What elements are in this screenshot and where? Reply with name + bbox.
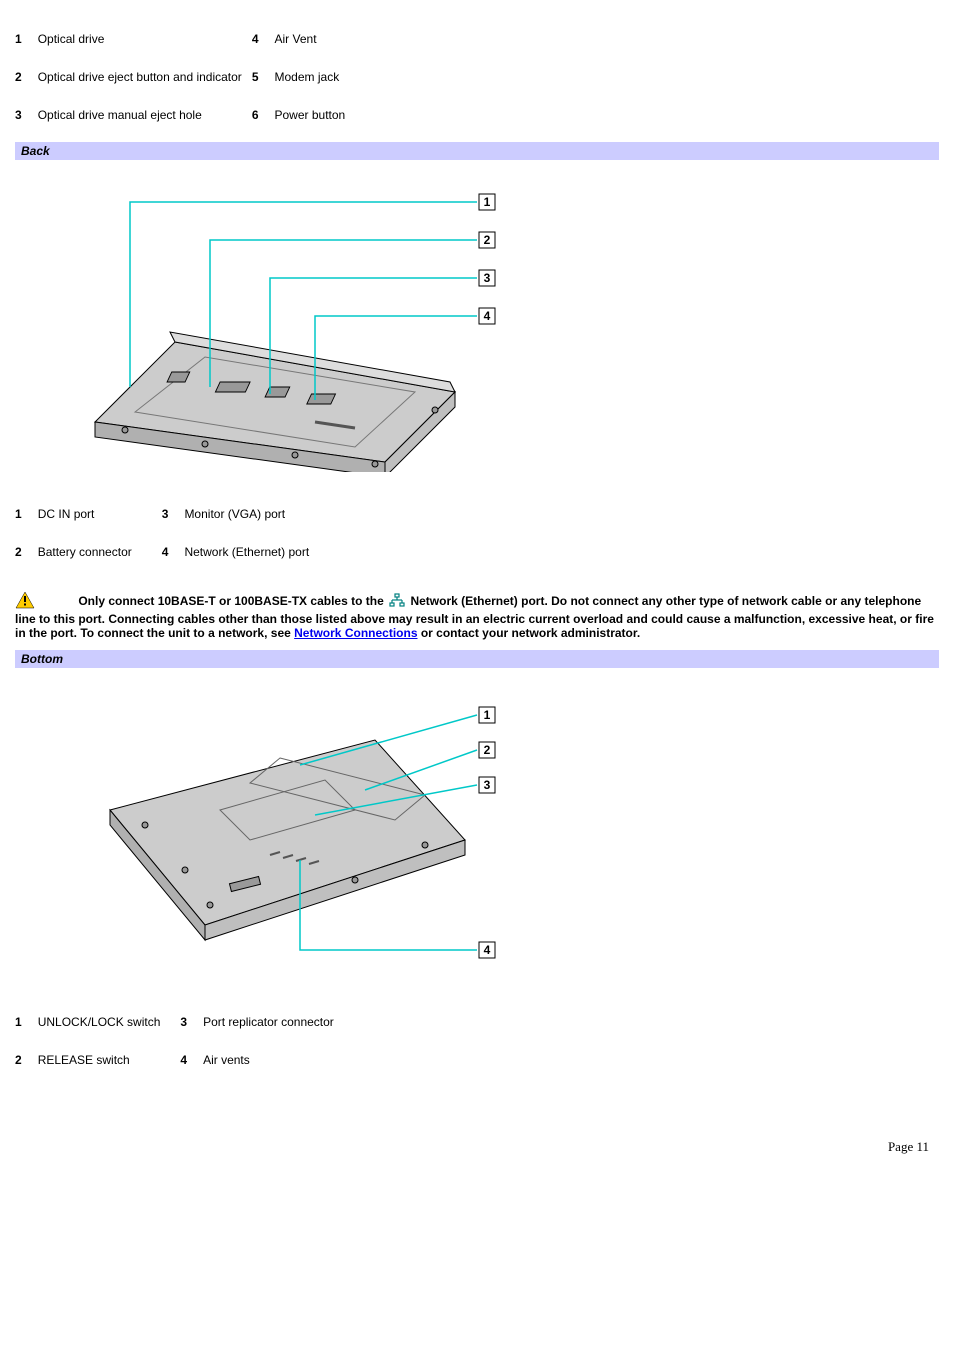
callout-num: 4 [484, 309, 491, 323]
legend-label: Battery connector [30, 533, 162, 571]
legend-label: RELEASE switch [30, 1041, 181, 1079]
legend-label: Modem jack [267, 58, 354, 96]
callout-num: 3 [484, 271, 491, 285]
legend-label: Port replicator connector [195, 1003, 342, 1041]
page-number: Page 11 [15, 1139, 939, 1155]
section-header-back: Back [15, 142, 939, 160]
callout-num: 2 [484, 233, 491, 247]
legend-num: 4 [162, 533, 177, 571]
warning-text: Only connect 10BASE-T or 100BASE-TX cabl… [15, 594, 934, 640]
warning-icon [15, 591, 35, 612]
legend-num: 2 [15, 533, 30, 571]
section-header-bottom: Bottom [15, 650, 939, 668]
table-row: 1 Optical drive 4 Air Vent [15, 20, 353, 58]
legend-num: 6 [252, 96, 267, 134]
legend-num: 2 [15, 58, 30, 96]
legend-num: 4 [180, 1041, 195, 1079]
legend-label: Air Vent [267, 20, 354, 58]
legend-num: 5 [252, 58, 267, 96]
network-connections-link[interactable]: Network Connections [294, 626, 417, 640]
legend-num: 1 [15, 495, 30, 533]
top-legend-table: 1 Optical drive 4 Air Vent 2 Optical dri… [15, 20, 353, 134]
network-icon [389, 593, 405, 610]
legend-num: 3 [180, 1003, 195, 1041]
callout-num: 1 [484, 195, 491, 209]
legend-num: 3 [15, 96, 30, 134]
legend-num: 2 [15, 1041, 30, 1079]
back-diagram: 1 2 3 4 [55, 172, 939, 475]
callout-num: 4 [484, 943, 491, 957]
legend-num: 4 [252, 20, 267, 58]
back-legend-table: 1 DC IN port 3 Monitor (VGA) port 2 Batt… [15, 495, 317, 571]
callout-num: 3 [484, 778, 491, 792]
table-row: 2 Optical drive eject button and indicat… [15, 58, 353, 96]
warning-block: Only connect 10BASE-T or 100BASE-TX cabl… [15, 591, 939, 640]
warning-text-pre: Only connect 10BASE-T or 100BASE-TX cabl… [78, 594, 387, 608]
callout-num: 1 [484, 708, 491, 722]
bottom-diagram: 1 2 3 4 [55, 680, 939, 983]
warning-text-post: or contact your network administrator. [421, 626, 640, 640]
table-row: 1 DC IN port 3 Monitor (VGA) port [15, 495, 317, 533]
legend-label: Optical drive eject button and indicator [30, 58, 252, 96]
legend-label: Optical drive [30, 20, 252, 58]
legend-num: 1 [15, 20, 30, 58]
legend-label: Power button [267, 96, 354, 134]
table-row: 1 UNLOCK/LOCK switch 3 Port replicator c… [15, 1003, 342, 1041]
table-row: 3 Optical drive manual eject hole 6 Powe… [15, 96, 353, 134]
legend-label: Optical drive manual eject hole [30, 96, 252, 134]
legend-label: Network (Ethernet) port [176, 533, 317, 571]
callout-num: 2 [484, 743, 491, 757]
legend-num: 1 [15, 1003, 30, 1041]
legend-num: 3 [162, 495, 177, 533]
legend-label: Air vents [195, 1041, 342, 1079]
bottom-legend-table: 1 UNLOCK/LOCK switch 3 Port replicator c… [15, 1003, 342, 1079]
legend-label: DC IN port [30, 495, 162, 533]
legend-label: Monitor (VGA) port [176, 495, 317, 533]
table-row: 2 Battery connector 4 Network (Ethernet)… [15, 533, 317, 571]
table-row: 2 RELEASE switch 4 Air vents [15, 1041, 342, 1079]
legend-label: UNLOCK/LOCK switch [30, 1003, 181, 1041]
